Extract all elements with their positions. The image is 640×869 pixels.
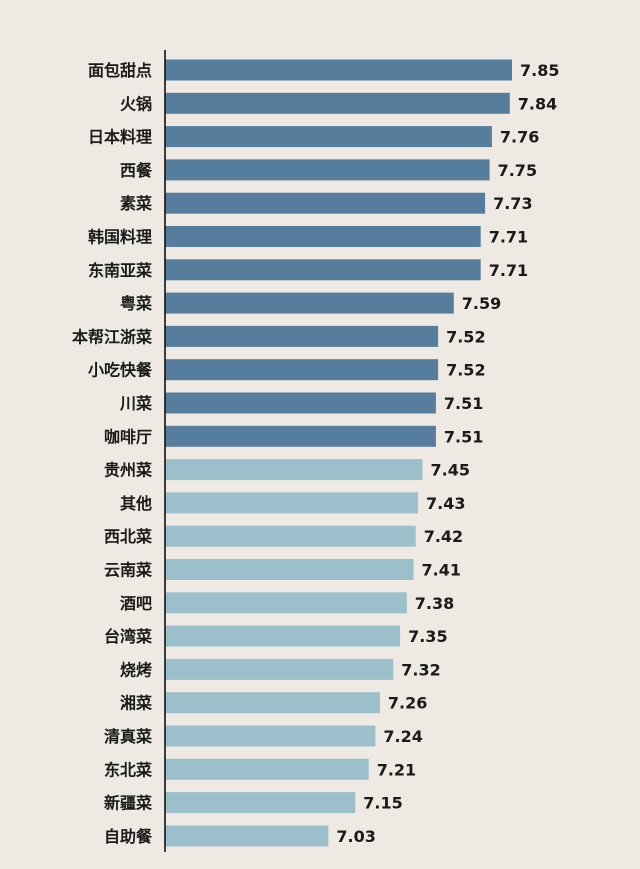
bar (165, 192, 486, 214)
value-label: 7.73 (493, 194, 532, 213)
category-label: 湘菜 (120, 694, 152, 713)
category-label: 其他 (120, 494, 152, 513)
category-label: 贵州菜 (104, 461, 152, 480)
value-label: 7.43 (426, 494, 465, 513)
bar (165, 359, 439, 381)
bar (165, 758, 369, 780)
value-label: 7.32 (401, 660, 440, 679)
value-label: 7.52 (446, 327, 485, 346)
value-label: 7.21 (377, 760, 416, 779)
category-label: 韩国料理 (88, 228, 152, 247)
category-label: 自助餐 (104, 827, 153, 846)
bar (165, 392, 436, 414)
bar (165, 159, 490, 181)
bar (165, 692, 380, 714)
value-label: 7.41 (422, 561, 461, 580)
value-label: 7.52 (446, 361, 485, 380)
category-label: 面包甜点 (88, 61, 152, 80)
bar (165, 725, 376, 747)
bar (165, 658, 394, 680)
category-label: 日本料理 (88, 128, 152, 147)
bar (165, 126, 492, 148)
category-label: 清真菜 (104, 727, 152, 746)
bar (165, 792, 356, 814)
category-label: 新疆菜 (104, 794, 152, 813)
category-label: 云南菜 (104, 561, 152, 580)
category-label: 川菜 (119, 394, 152, 413)
category-label: 小吃快餐 (88, 361, 153, 380)
value-label: 7.71 (489, 261, 528, 280)
value-label: 7.15 (363, 794, 402, 813)
bar (165, 559, 414, 580)
bar (165, 592, 407, 614)
bar (165, 292, 454, 314)
category-label: 东北菜 (104, 760, 152, 779)
value-label: 7.51 (444, 394, 483, 413)
category-label: 东南亚菜 (88, 261, 152, 280)
value-labels-group: 7.85 7.84 7.76 7.75 7.73 7.71 7.71 7.59 7.52 7.52… (336, 61, 559, 846)
value-label: 7.59 (462, 294, 501, 313)
category-label: 西餐 (120, 161, 153, 180)
bars-group (165, 59, 512, 847)
value-label: 7.45 (431, 461, 470, 480)
category-label: 烧烤 (120, 660, 152, 679)
value-label: 7.51 (444, 427, 483, 446)
category-labels-group: 面包甜点火锅日本料理西餐素菜韩国料理东南亚菜粤菜本帮江浙菜小吃快餐川菜咖啡厅贵州… (72, 61, 153, 846)
category-label: 咖啡厅 (104, 427, 152, 446)
category-label: 酒吧 (120, 594, 152, 613)
bar (165, 226, 481, 247)
value-label: 7.84 (518, 94, 557, 113)
bar (165, 425, 436, 447)
value-label: 7.75 (498, 161, 537, 180)
value-label: 7.71 (489, 228, 528, 247)
category-label: 本帮江浙菜 (72, 327, 152, 346)
category-label: 素菜 (120, 194, 152, 213)
bar (165, 325, 439, 347)
value-label: 7.26 (388, 694, 427, 713)
bar (165, 625, 401, 647)
bar (165, 492, 418, 514)
value-label: 7.85 (520, 61, 559, 80)
category-label: 台湾菜 (104, 627, 152, 646)
value-label: 7.42 (424, 527, 463, 546)
bar (165, 92, 510, 114)
category-label: 西北菜 (104, 527, 152, 546)
value-label: 7.35 (408, 627, 447, 646)
bar (165, 825, 329, 847)
value-label: 7.24 (383, 727, 422, 746)
category-label: 粤菜 (120, 294, 152, 313)
category-label: 火锅 (120, 94, 152, 113)
bar (165, 259, 481, 281)
value-label: 7.76 (500, 128, 539, 147)
bar (165, 459, 423, 481)
bar (165, 59, 512, 81)
bar (165, 525, 416, 547)
value-label: 7.38 (415, 594, 454, 613)
value-label: 7.03 (336, 827, 375, 846)
